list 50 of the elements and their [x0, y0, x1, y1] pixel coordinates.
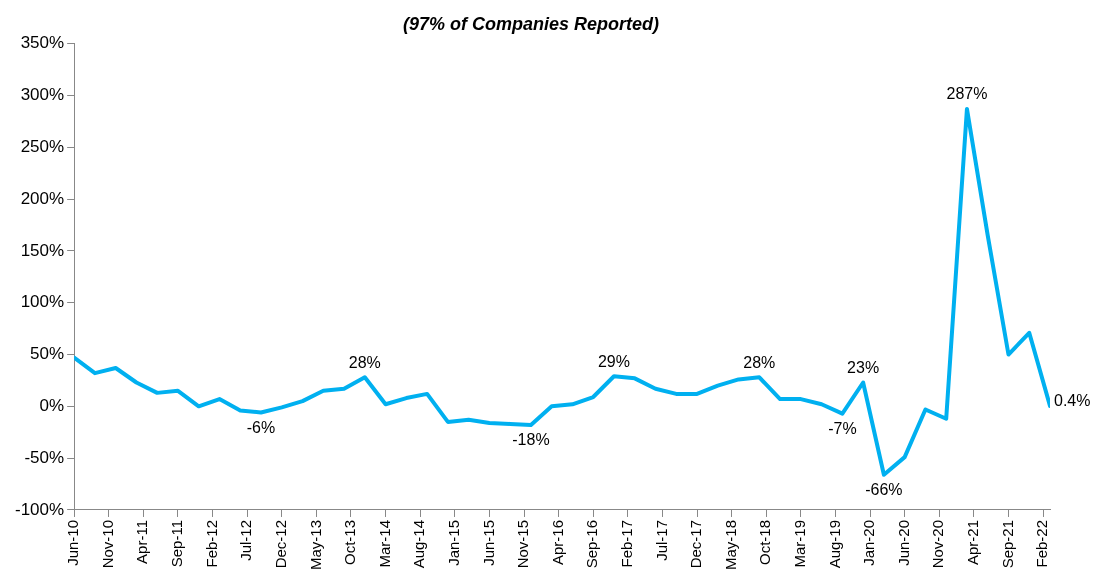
x-tick-label: May-13 — [306, 519, 324, 571]
x-tick-label: May-18 — [721, 519, 739, 571]
x-tick-label: Mar-19 — [790, 519, 808, 568]
x-tick-label: Aug-19 — [825, 519, 843, 569]
y-tick-label: 0% — [39, 396, 65, 416]
data-label: -6% — [246, 418, 276, 436]
y-tick-label: 250% — [20, 136, 65, 156]
y-tick-label: 300% — [20, 85, 65, 105]
y-tick-label: -100% — [15, 499, 65, 519]
chart-title: (97% of Companies Reported) — [402, 13, 660, 34]
x-tick-label: Jun-10 — [64, 519, 82, 566]
data-label: 29% — [597, 352, 630, 370]
x-tick-label: Aug-14 — [410, 519, 428, 569]
data-label: 287% — [946, 85, 988, 103]
x-tick-label: Jun-15 — [479, 519, 497, 566]
x-tick-label: Apr-21 — [964, 519, 982, 566]
x-tick-label: Nov-10 — [98, 519, 116, 569]
x-tick-label: Apr-16 — [548, 519, 566, 566]
x-tick-label: Jan-15 — [444, 519, 462, 566]
x-tick-label: Mar-14 — [375, 519, 393, 568]
x-tick-label: Dec-12 — [271, 519, 289, 569]
data-label: 28% — [743, 353, 776, 371]
data-label: 0.4% — [1054, 392, 1091, 410]
x-tick-label: Jul-17 — [652, 519, 670, 561]
x-tick-label: Feb-22 — [1033, 519, 1051, 568]
x-tick-label: Nov-20 — [929, 519, 947, 569]
data-label: 23% — [847, 358, 880, 376]
x-tick-label: Sep-21 — [998, 519, 1016, 569]
x-tick-label: Dec-17 — [687, 519, 705, 569]
y-tick-label: 100% — [20, 292, 65, 312]
x-tick-label: Jul-12 — [237, 519, 255, 561]
data-label: -66% — [865, 481, 903, 499]
x-tick-label: Nov-15 — [514, 519, 532, 569]
x-tick-label: Sep-16 — [583, 519, 601, 569]
y-tick-label: -50% — [24, 447, 65, 467]
y-tick-label: 50% — [30, 344, 65, 364]
x-tick-label: Jan-20 — [860, 519, 878, 566]
y-tick-label: 350% — [20, 33, 65, 53]
y-tick-label: 150% — [20, 240, 65, 260]
x-tick-label: Apr-11 — [133, 519, 151, 564]
x-tick-label: Oct-13 — [341, 519, 359, 565]
x-tick-label: Feb-12 — [202, 519, 220, 568]
x-tick-label: Sep-11 — [168, 519, 186, 568]
x-tick-label: Feb-17 — [617, 519, 635, 568]
data-label: -18% — [512, 431, 550, 449]
data-label: -7% — [828, 420, 857, 437]
x-tick-label: Jun-20 — [894, 519, 912, 566]
data-label: 28% — [348, 353, 381, 371]
x-tick-label: Oct-18 — [756, 519, 774, 565]
y-tick-label: 200% — [20, 188, 65, 208]
